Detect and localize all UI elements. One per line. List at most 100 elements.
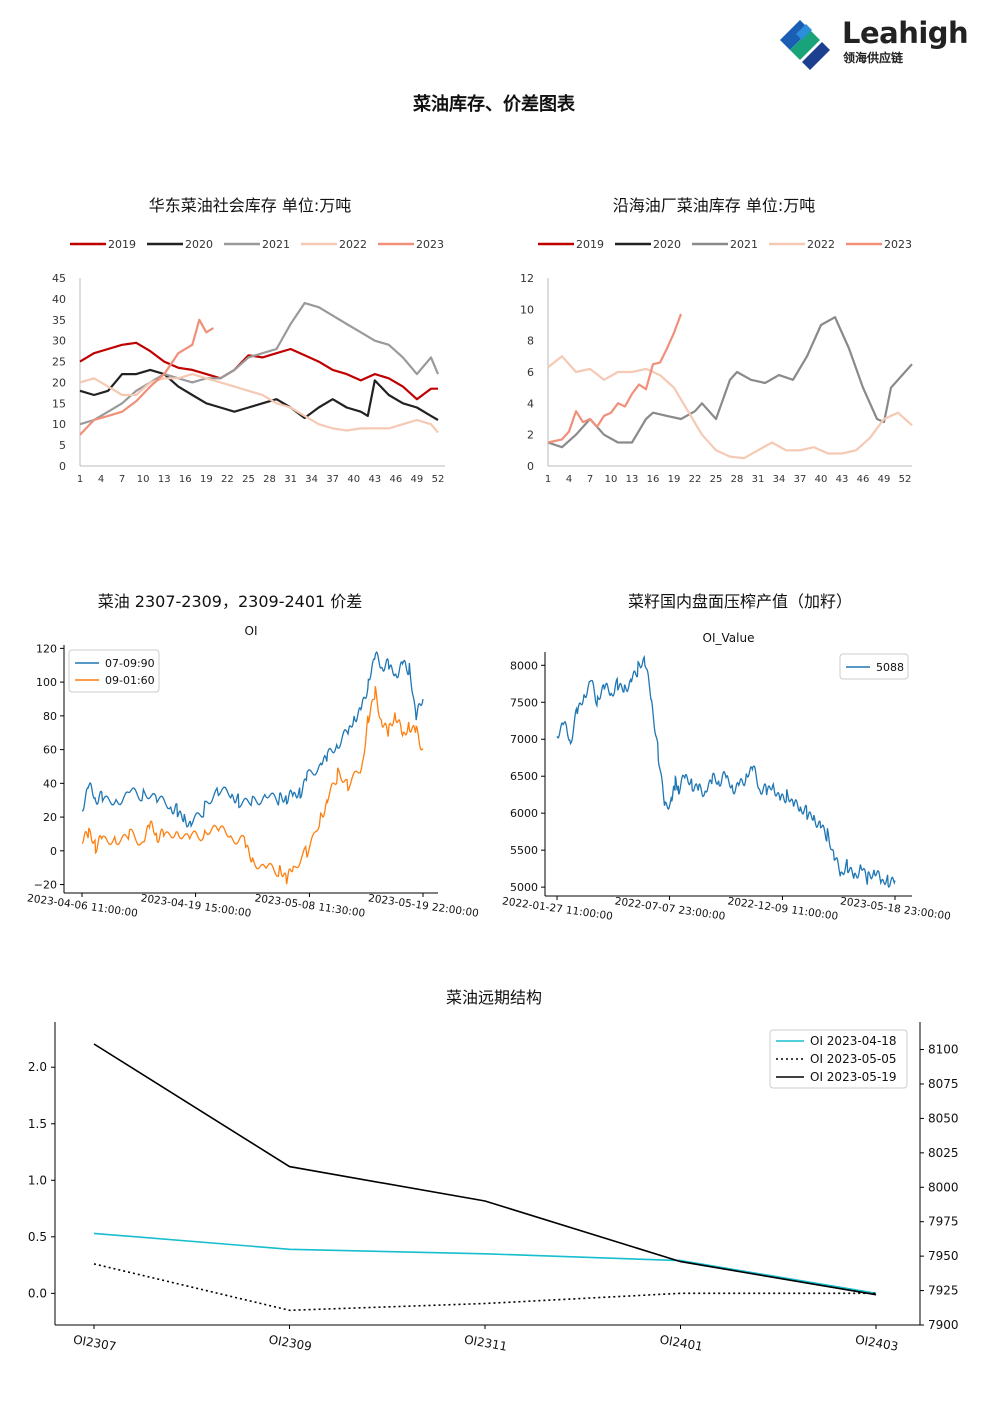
c2-x-tick: 43	[836, 474, 849, 485]
c4-y-tick: 6000	[510, 807, 538, 820]
c2-x-tick: 22	[689, 474, 702, 485]
c2-x-tick: 28	[731, 474, 744, 485]
c5-left-tick: 0.0	[28, 1286, 47, 1300]
c1-y-tick: 5	[59, 439, 66, 452]
c1-legend-label: 2021	[262, 238, 290, 251]
c1-series-2019	[79, 341, 438, 401]
c4-series	[556, 654, 896, 889]
c1-x-tick: 43	[368, 474, 381, 485]
c4-legend-box	[839, 653, 909, 680]
c2-x-tick: 37	[794, 474, 807, 485]
c5-x-tick: OI2309	[268, 1332, 313, 1353]
c5-left-tick: 2.0	[28, 1060, 47, 1074]
c3-x-tick: 2023-05-08 11:30:00	[254, 892, 366, 919]
c3-x-tick: 2023-04-06 11:00:00	[26, 892, 138, 919]
c1-y-tick: 20	[52, 376, 66, 389]
c3-x-tick: 2023-05-19 22:00:00	[367, 892, 479, 919]
c2-x-tick: 34	[773, 474, 786, 485]
c3-y-tick: 40	[43, 777, 57, 790]
c5-right-tick: 7950	[928, 1249, 959, 1263]
c3-series	[81, 651, 424, 829]
chart3-title: 菜油 2307-2309，2309-2401 价差	[97, 592, 363, 611]
c1-x-tick: 40	[347, 474, 360, 485]
c2-y-tick: 4	[527, 397, 534, 410]
c4-subtitle: OI_Value	[703, 631, 755, 645]
c1-x-tick: 52	[432, 474, 445, 485]
c5-series	[93, 1043, 877, 1296]
c4-x-tick: 2023-05-18 23:00:00	[839, 895, 951, 922]
brand-mark-icon	[780, 20, 830, 70]
c3-y-tick: 60	[43, 744, 57, 757]
c2-legend-label: 2021	[730, 238, 758, 251]
c3-legend-label: 07-09:90	[105, 657, 155, 670]
c3-series	[81, 686, 424, 885]
c1-legend-label: 2019	[108, 238, 136, 251]
c2-x-tick: 16	[647, 474, 660, 485]
c3-y-tick: 120	[36, 642, 57, 655]
c1-x-tick: 25	[242, 474, 255, 485]
c2-x-tick: 31	[752, 474, 765, 485]
c1-x-tick: 13	[158, 474, 171, 485]
c2-legend-label: 2019	[576, 238, 604, 251]
c1-y-tick: 10	[52, 418, 66, 431]
c2-series-2023	[547, 313, 683, 444]
c1-x-tick: 28	[263, 474, 276, 485]
c1-x-tick: 4	[98, 474, 104, 485]
c2-x-tick: 13	[626, 474, 639, 485]
c3-y-tick: 80	[43, 710, 57, 723]
c1-x-tick: 19	[200, 474, 213, 485]
c2-y-tick: 2	[527, 429, 534, 442]
c3-y-tick: 0	[50, 845, 57, 858]
c1-y-tick: 45	[52, 272, 66, 285]
c3-legend-box	[68, 649, 160, 693]
chart4-title: 菜籽国内盘面压榨产值（加籽）	[627, 592, 852, 611]
c2-legend-label: 2020	[653, 238, 681, 251]
c1-y-tick: 25	[52, 356, 66, 369]
c1-series-2021	[79, 302, 440, 426]
c5-legend-box	[769, 1029, 908, 1089]
page-title: 菜油库存、价差图表	[413, 94, 575, 115]
c1-y-tick: 40	[52, 293, 66, 306]
c1-x-tick: 31	[284, 474, 297, 485]
c1-legend-label: 2023	[416, 238, 444, 251]
c1-x-tick: 49	[411, 474, 424, 485]
c1-x-tick: 46	[389, 474, 402, 485]
c2-x-tick: 7	[587, 474, 593, 485]
c2-y-tick: 0	[527, 460, 534, 473]
c1-series-2023	[79, 318, 214, 436]
c2-series-2021	[547, 316, 913, 449]
c1-x-tick: 22	[221, 474, 234, 485]
c5-x-tick: OI2403	[854, 1332, 899, 1353]
c5-right-tick: 7925	[928, 1284, 959, 1298]
c4-y-tick: 6500	[510, 770, 538, 783]
c4-y-tick: 8000	[510, 659, 538, 672]
c1-x-tick: 16	[179, 474, 192, 485]
c2-x-tick: 49	[878, 474, 891, 485]
c2-x-tick: 1	[545, 474, 551, 485]
c5-legend-label: OI 2023-04-18	[810, 1034, 897, 1048]
c2-y-tick: 12	[520, 272, 534, 285]
chart1-title: 华东菜油社会库存 单位:万吨	[148, 196, 352, 215]
c5-left-tick: 1.0	[28, 1173, 47, 1187]
c5-legend-label: OI 2023-05-19	[810, 1070, 897, 1084]
c4-y-tick: 7000	[510, 733, 538, 746]
c1-x-tick: 7	[119, 474, 125, 485]
c3-subtitle: OI	[245, 624, 258, 638]
c1-y-tick: 0	[59, 460, 66, 473]
c4-x-tick: 2022-12-09 11:00:00	[727, 895, 839, 922]
c5-left-tick: 1.5	[28, 1117, 47, 1131]
c5-right-tick: 8050	[928, 1111, 959, 1125]
c5-left-tick: 0.5	[28, 1230, 47, 1244]
c5-x-tick: OI2307	[72, 1332, 117, 1353]
c5-right-tick: 7975	[928, 1215, 959, 1229]
c1-series-2022	[79, 373, 439, 434]
chart2-title: 沿海油厂菜油库存 单位:万吨	[612, 196, 816, 215]
c1-x-tick: 10	[137, 474, 150, 485]
c2-x-tick: 10	[605, 474, 618, 485]
c2-x-tick: 40	[815, 474, 828, 485]
c2-legend-label: 2023	[884, 238, 912, 251]
c5-legend-label: OI 2023-05-05	[810, 1052, 897, 1066]
c2-legend-label: 2022	[807, 238, 835, 251]
c3-legend-label: 09-01:60	[105, 674, 155, 687]
c5-right-tick: 8000	[928, 1180, 959, 1194]
